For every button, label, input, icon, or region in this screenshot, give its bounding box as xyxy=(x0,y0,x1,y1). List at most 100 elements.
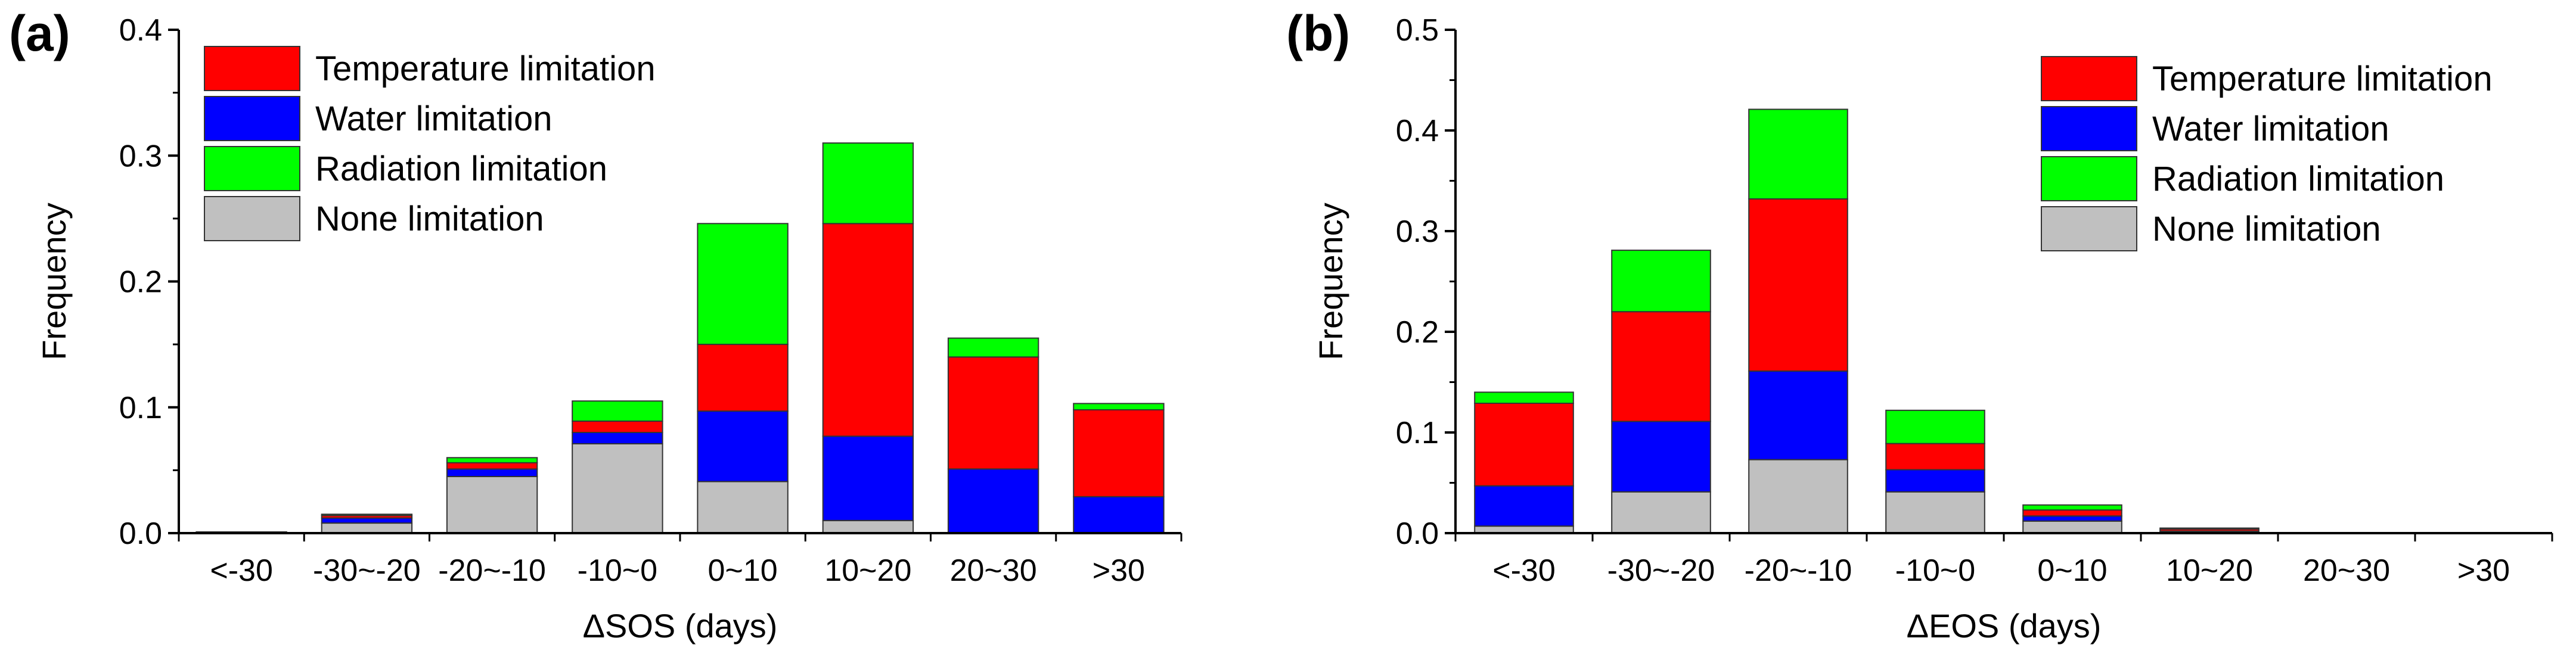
bar-a-water-limitation-1 xyxy=(321,517,413,524)
bar-b-none-limitation-4 xyxy=(2022,520,2122,534)
bar-a-water-limitation-4 xyxy=(697,410,789,483)
y-tick-label-b-5: 0.5 xyxy=(1396,13,1439,48)
x-tick-label-b-4: 0~10 xyxy=(2037,553,2107,588)
x-tick-label-a-4: 0~10 xyxy=(708,553,778,588)
x-tick-label-a-1: -30~-20 xyxy=(313,553,421,588)
x-tick-label-a-2: -20~-10 xyxy=(438,553,546,588)
y-tick-label-b-2: 0.2 xyxy=(1396,315,1439,350)
bar-a-none-limitation-3 xyxy=(572,443,663,534)
bar-b-temperature-limitation-4 xyxy=(2022,509,2122,517)
bar-b-radiation-limitation-4 xyxy=(2022,504,2122,511)
bar-a-none-limitation-5 xyxy=(822,519,914,534)
bar-a-none-limitation-2 xyxy=(446,475,538,534)
bar-b-none-limitation-2 xyxy=(1748,459,1848,534)
panel-label-a: (a) xyxy=(9,5,70,61)
y-tick-label-b-1: 0.1 xyxy=(1396,416,1439,450)
bar-a-water-limitation-5 xyxy=(822,435,914,521)
y-tick-label-a-0: 0.0 xyxy=(119,516,162,551)
bar-a-radiation-limitation-6 xyxy=(947,337,1039,358)
bar-b-temperature-limitation-0 xyxy=(1474,403,1574,487)
bar-a-water-limitation-6 xyxy=(947,468,1039,534)
legend-swatch-b-temperature-limitation xyxy=(2041,56,2137,101)
panel-label-b: (b) xyxy=(1286,5,1350,61)
x-tick-label-a-3: -10~0 xyxy=(578,553,657,588)
legend-label-b-none-limitation: None limitation xyxy=(2152,210,2381,248)
x-tick-label-a-5: 10~20 xyxy=(824,553,911,588)
legend-label-b-water-limitation: Water limitation xyxy=(2152,110,2389,148)
chart-panel-b: 0.0 0.1 0.2 0.3 0.4 0.5 <-30 -30~-20 -20~-10 -10~… xyxy=(1286,5,2553,645)
y-axis-title-a: Frequency xyxy=(35,203,73,360)
legend-label-b-temperature-limitation: Temperature limitation xyxy=(2152,60,2493,98)
legend-swatch-b-radiation-limitation xyxy=(2041,156,2137,201)
bars-b xyxy=(1474,108,2260,534)
bar-b-none-limitation-3 xyxy=(1885,491,1985,534)
bar-a-temperature-limitation-6 xyxy=(947,356,1039,470)
y-tick-label-a-3: 0.3 xyxy=(119,139,162,173)
bar-a-water-limitation-7 xyxy=(1073,496,1165,534)
bar-a-none-limitation-1 xyxy=(321,522,413,534)
legend-swatch-a-radiation-limitation xyxy=(204,146,300,191)
y-tick-label-a-2: 0.2 xyxy=(119,265,162,300)
bar-b-radiation-limitation-0 xyxy=(1474,391,1574,404)
y-tick-label-a-1: 0.1 xyxy=(119,391,162,425)
bar-b-none-limitation-1 xyxy=(1611,491,1711,534)
legend-label-a-water-limitation: Water limitation xyxy=(315,99,553,138)
x-axis-title-a: ΔSOS (days) xyxy=(583,607,778,645)
bar-a-radiation-limitation-3 xyxy=(572,400,663,422)
bar-a-radiation-limitation-7 xyxy=(1073,403,1165,411)
bar-b-water-limitation-3 xyxy=(1885,469,1985,493)
y-axis-title-b: Frequency xyxy=(1312,203,1349,360)
y-tick-label-a-4: 0.4 xyxy=(119,13,162,48)
x-tick-label-b-7: >30 xyxy=(2457,553,2510,588)
x-tick-label-a-7: >30 xyxy=(1093,553,1145,588)
legend-a: Temperature limitation Water limitation Ra… xyxy=(204,46,656,241)
legend-swatch-a-water-limitation xyxy=(204,96,300,141)
x-tick-label-b-1: -30~-20 xyxy=(1607,553,1715,588)
bar-a-radiation-limitation-5 xyxy=(822,142,914,225)
bar-a-none-limitation-4 xyxy=(697,481,789,534)
legend-swatch-a-temperature-limitation xyxy=(204,46,300,91)
bar-a-radiation-limitation-1 xyxy=(321,513,413,516)
x-tick-label-b-0: <-30 xyxy=(1492,553,1556,588)
bar-a-temperature-limitation-3 xyxy=(572,421,663,433)
legend-label-a-temperature-limitation: Temperature limitation xyxy=(315,49,656,88)
bar-b-temperature-limitation-1 xyxy=(1611,311,1711,422)
legend-b: Temperature limitation Water limitation Ra… xyxy=(2041,56,2493,251)
bar-b-radiation-limitation-1 xyxy=(1611,250,1711,313)
bar-a-temperature-limitation-4 xyxy=(697,344,789,412)
y-tick-label-b-4: 0.4 xyxy=(1396,114,1439,148)
bar-a-temperature-limitation-2 xyxy=(446,462,538,470)
bar-a-radiation-limitation-4 xyxy=(697,223,789,345)
legend-label-b-radiation-limitation: Radiation limitation xyxy=(2152,160,2444,198)
legend-swatch-a-none-limitation xyxy=(204,196,300,241)
legend-swatch-b-none-limitation xyxy=(2041,206,2137,251)
bar-b-radiation-limitation-3 xyxy=(1885,409,1985,444)
x-tick-label-b-5: 10~20 xyxy=(2166,553,2253,588)
bar-b-water-limitation-0 xyxy=(1474,485,1574,527)
bar-a-water-limitation-2 xyxy=(446,468,538,477)
bar-b-temperature-limitation-2 xyxy=(1748,198,1848,372)
bar-b-temperature-limitation-3 xyxy=(1885,443,1985,471)
bar-b-water-limitation-1 xyxy=(1611,421,1711,493)
legend-label-a-none-limitation: None limitation xyxy=(315,200,544,238)
x-tick-label-b-6: 20~30 xyxy=(2303,553,2390,588)
y-tick-label-b-0: 0.0 xyxy=(1396,516,1439,551)
bar-a-temperature-limitation-5 xyxy=(822,223,914,437)
x-tick-label-a-0: <-30 xyxy=(210,553,273,588)
bar-b-water-limitation-4 xyxy=(2022,515,2122,522)
x-tick-label-b-3: -10~0 xyxy=(1895,553,1975,588)
bar-a-water-limitation-3 xyxy=(572,432,663,444)
chart-panel-a: 0.0 0.1 0.2 0.3 0.4 <-30 -30~-20 -20~-10 -10~0 0~… xyxy=(9,5,1183,645)
x-axis-title-b: ΔEOS (days) xyxy=(1907,607,2102,645)
bar-a-temperature-limitation-7 xyxy=(1073,409,1165,497)
x-tick-label-a-6: 20~30 xyxy=(950,553,1037,588)
bar-b-radiation-limitation-5 xyxy=(2159,527,2260,530)
bar-b-water-limitation-2 xyxy=(1748,370,1848,460)
bar-b-radiation-limitation-2 xyxy=(1748,108,1848,200)
legend-label-a-radiation-limitation: Radiation limitation xyxy=(315,150,607,188)
legend-swatch-b-water-limitation xyxy=(2041,106,2137,151)
y-tick-label-b-3: 0.3 xyxy=(1396,214,1439,249)
bars-a xyxy=(195,142,1165,534)
x-tick-label-b-2: -20~-10 xyxy=(1745,553,1852,588)
